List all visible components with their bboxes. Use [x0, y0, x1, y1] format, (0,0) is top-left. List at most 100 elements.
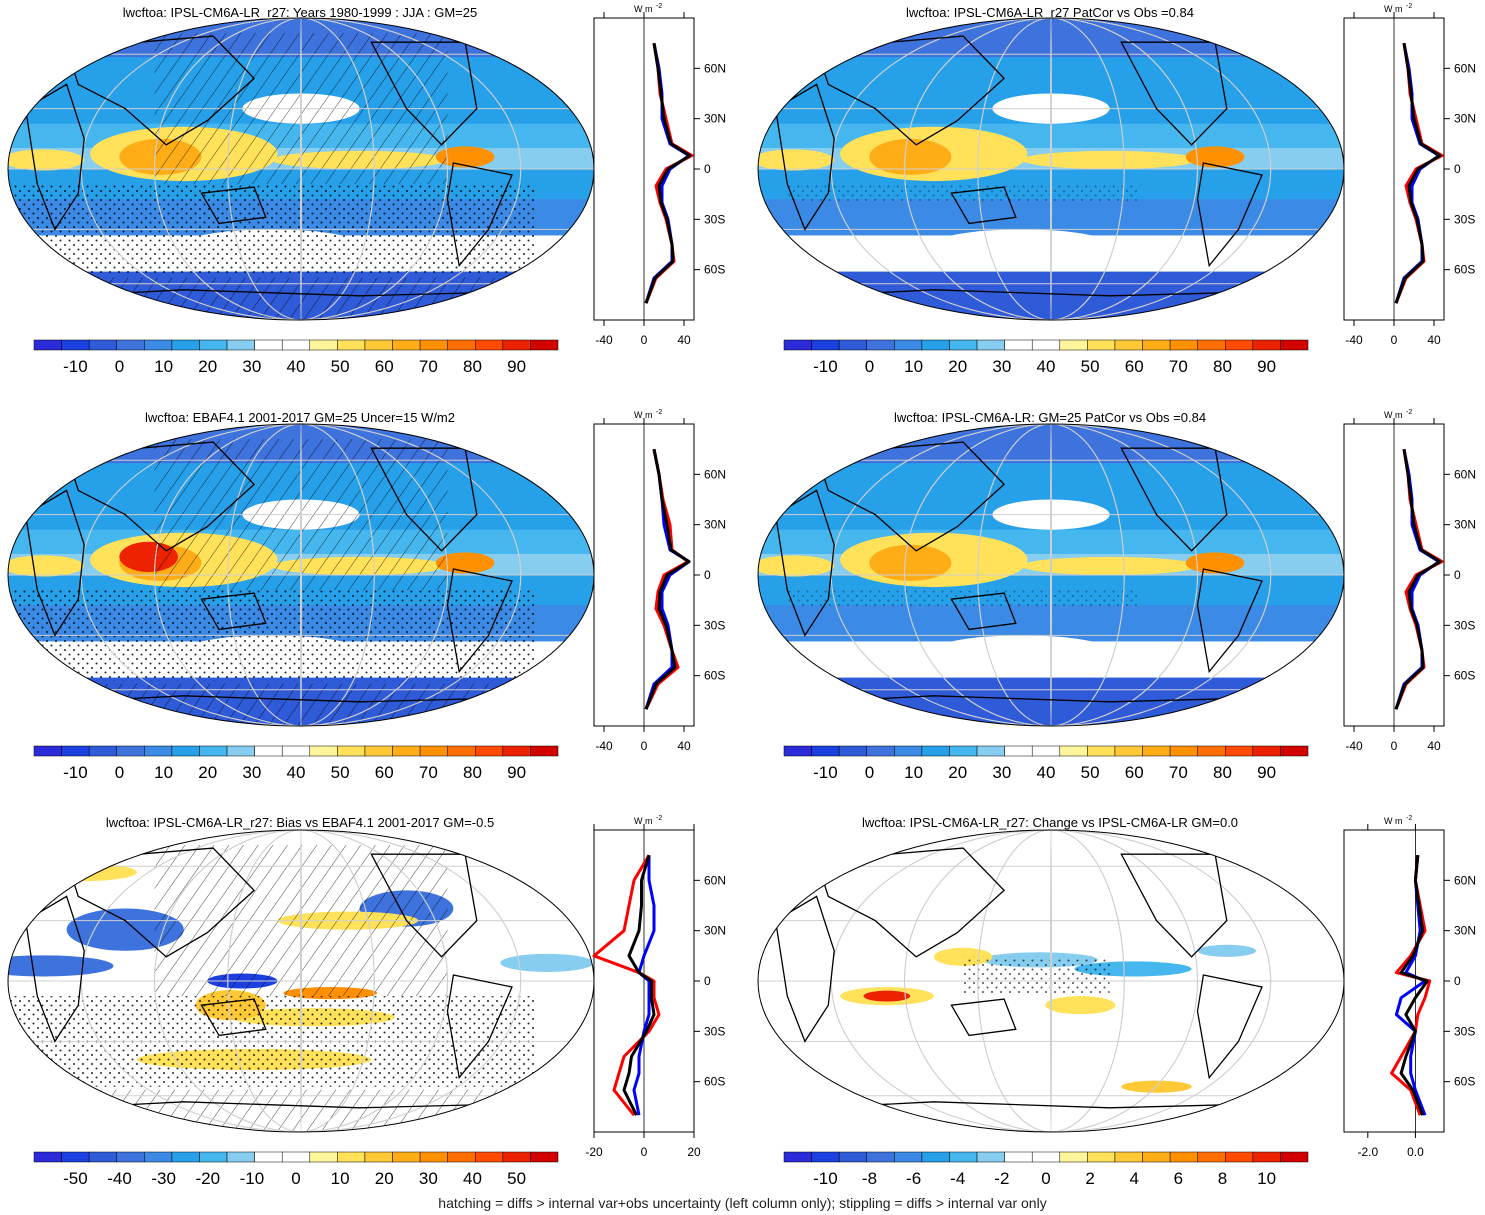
- colorbar-bin: [61, 1151, 90, 1163]
- colorbar-bin: [226, 745, 255, 757]
- colorbar-bin: [866, 1151, 895, 1163]
- colorbar-bin: [1142, 745, 1171, 757]
- colorbar-bin: [866, 745, 895, 757]
- profile-lat-label: 30S: [704, 618, 725, 632]
- profile-x-label: 20: [687, 1145, 701, 1159]
- colorbar-bin: [894, 339, 923, 351]
- colorbar-bin: [61, 339, 90, 351]
- australia-coast: [200, 998, 267, 1037]
- colorbar-label: 30: [419, 1169, 438, 1188]
- colorbar-bin: [1280, 1151, 1309, 1163]
- colorbar-bin: [254, 1151, 283, 1163]
- colorbar-label: 30: [242, 357, 261, 376]
- graticule-meridian: [977, 18, 1125, 320]
- colorbar-bin: [447, 745, 476, 757]
- colorbar-label: 0: [291, 1169, 300, 1188]
- colorbar-bin: [838, 339, 867, 351]
- profile-lat-label: 60S: [1454, 669, 1475, 683]
- colorbar-4: -10 0 10 20 30 40 50 60 70 80 90: [783, 745, 1309, 782]
- colorbar-label: 0: [115, 357, 124, 376]
- colorbar-bin: [502, 745, 531, 757]
- central-america-max: [435, 146, 495, 168]
- colorbar-label: 50: [1081, 357, 1100, 376]
- africa-coast: [774, 83, 835, 231]
- profile-unit-exponent: -2: [1406, 815, 1412, 822]
- colorbar-bin: [1004, 339, 1033, 351]
- profile-lat-label: 60N: [704, 873, 726, 887]
- south-america-coast: [1196, 162, 1263, 268]
- colorbar-bin: [447, 339, 476, 351]
- profile-unit: W m: [634, 816, 653, 826]
- profile-lat-label: 30N: [704, 924, 726, 938]
- colorbar-bin: [116, 745, 145, 757]
- colorbar-label: -10: [240, 1169, 265, 1188]
- north-america-coast: [1120, 41, 1228, 146]
- colorbar-label: -30: [151, 1169, 176, 1188]
- profile-lat-label: 30S: [1454, 212, 1475, 226]
- colorbar-bin: [921, 339, 950, 351]
- colorbar-label: 90: [1257, 763, 1276, 782]
- profile-lat-label: 0: [704, 974, 711, 988]
- profile-x-label: 40: [677, 333, 691, 347]
- colorbar-label: -8: [862, 1169, 877, 1188]
- colorbar-bin: [502, 339, 531, 351]
- colorbar-bin: [783, 1151, 812, 1163]
- colorbar-bin: [364, 1151, 393, 1163]
- profile-line-mean: [644, 448, 691, 710]
- colorbar-bin: [88, 745, 117, 757]
- bias-negative-east: [500, 953, 594, 972]
- colorbar-bin: [1252, 1151, 1281, 1163]
- colorbar-label: 60: [1125, 357, 1144, 376]
- colorbar-label: 8: [1218, 1169, 1227, 1188]
- profile-lat-label: 60N: [1454, 61, 1476, 75]
- colorbar-bin: [1114, 745, 1143, 757]
- profile-line-model: [592, 854, 661, 1117]
- profile-line-mean: [1394, 42, 1442, 304]
- graticule-meridian: [227, 424, 375, 726]
- profile-line-obs: [632, 855, 656, 1116]
- colorbar-label: 10: [154, 763, 173, 782]
- australia-coast: [200, 186, 267, 225]
- profile-x-label: 0: [641, 1145, 648, 1159]
- colorbar-bin: [894, 745, 923, 757]
- colorbar-label: 70: [419, 357, 438, 376]
- colorbar-bin: [281, 745, 311, 757]
- colorbar-label: 80: [1213, 357, 1232, 376]
- colorbar-label: -10: [813, 763, 838, 782]
- africa-coast: [24, 895, 85, 1043]
- colorbar-bin: [530, 339, 559, 351]
- colorbar-bin: [838, 1151, 867, 1163]
- colorbar-label: -40: [107, 1169, 132, 1188]
- profile-unit: W m: [634, 4, 653, 14]
- colorbar-bin: [1059, 339, 1088, 351]
- colorbar-bin: [1031, 745, 1061, 757]
- colorbar-bin: [61, 745, 90, 757]
- colorbar-label: 2: [1085, 1169, 1094, 1188]
- colorbar-bin: [419, 339, 448, 351]
- profile-panel-6: -2.0 0.0 W m -2 60N 30N 0 30S 60S: [1343, 815, 1476, 1159]
- colorbar-label: 20: [375, 1169, 394, 1188]
- graticule-meridian: [977, 424, 1125, 726]
- change-negative-east: [1197, 944, 1257, 957]
- colorbar-bin: [811, 1151, 840, 1163]
- north-america-coast: [370, 447, 478, 552]
- colorbar-bin: [1252, 745, 1281, 757]
- pacific-itcz: [1021, 556, 1198, 575]
- profile-unit-exponent: -2: [1406, 3, 1412, 10]
- profile-lat-label: 30N: [1454, 518, 1476, 532]
- colorbar-label: -10: [63, 357, 88, 376]
- colorbar-bin: [199, 339, 228, 351]
- profile-panel-5: -20 0 20 W m -2 60N 30N 0 30S 60S: [585, 815, 726, 1159]
- colorbar-bin: [88, 1151, 117, 1163]
- profile-x-label: 0: [641, 739, 648, 753]
- colorbar-label: 30: [992, 763, 1011, 782]
- colorbar-label: 60: [1125, 763, 1144, 782]
- graticule-meridian: [227, 18, 375, 320]
- graticule-meridian: [904, 830, 1198, 1132]
- colorbar-label: 20: [948, 357, 967, 376]
- profile-unit: W m: [1384, 4, 1403, 14]
- colorbar-bin: [33, 745, 62, 757]
- central-america-max: [435, 552, 495, 574]
- colorbar-label: 30: [242, 763, 261, 782]
- colorbar-bin: [1225, 745, 1254, 757]
